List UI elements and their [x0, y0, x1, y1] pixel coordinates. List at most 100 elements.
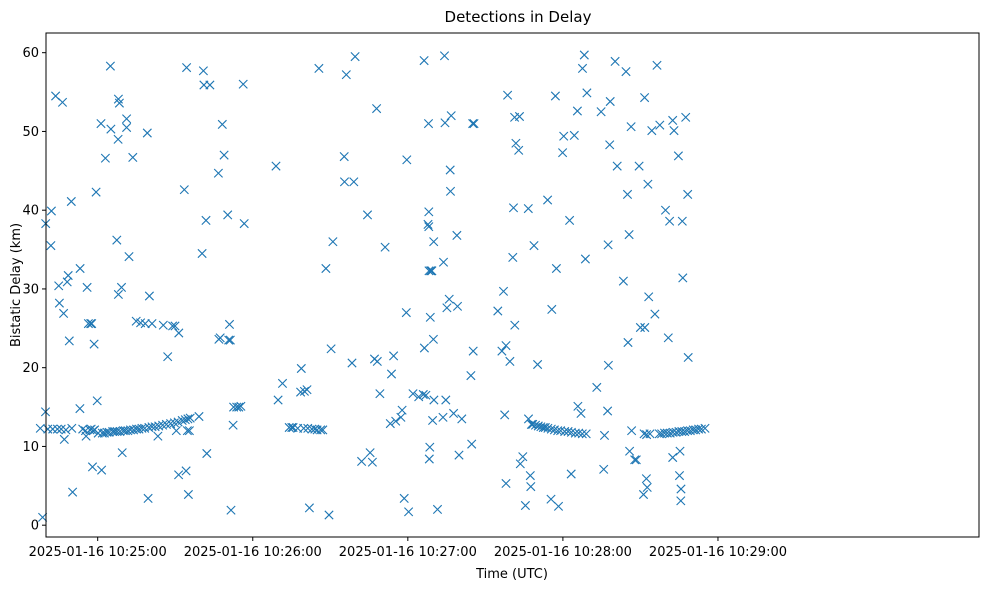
- detection-point: [418, 389, 428, 400]
- detection-point: [675, 446, 685, 456]
- detection-point: [158, 320, 168, 330]
- detection-point: [68, 487, 78, 497]
- detection-point: [432, 504, 443, 514]
- detection-point: [501, 341, 511, 351]
- detection-point: [525, 471, 535, 481]
- detection-point: [197, 248, 207, 259]
- detection-point: [108, 426, 118, 437]
- detection-point: [423, 219, 433, 229]
- detection-point: [467, 439, 477, 449]
- detection-point: [224, 335, 234, 345]
- detection-point: [429, 395, 439, 405]
- detection-point: [397, 405, 407, 415]
- y-tick-label: 10: [22, 440, 39, 455]
- detection-point: [277, 378, 288, 388]
- detection-point: [618, 276, 628, 286]
- detection-point: [63, 270, 73, 281]
- detection-point: [54, 298, 64, 308]
- detection-point: [599, 430, 610, 440]
- detection-point: [605, 140, 615, 150]
- detection-point: [553, 501, 564, 511]
- detection-point: [605, 96, 615, 107]
- detection-point: [154, 421, 164, 431]
- detection-point: [215, 333, 225, 343]
- detection-point: [452, 230, 462, 240]
- detection-point: [380, 242, 390, 252]
- detection-point: [194, 411, 204, 422]
- detection-point: [572, 106, 582, 116]
- detection-point: [696, 424, 706, 434]
- detection-point: [414, 392, 424, 402]
- detection-point: [520, 500, 530, 511]
- detection-point: [500, 410, 510, 420]
- detection-point: [647, 126, 657, 136]
- detection-point: [147, 319, 157, 329]
- detection-point: [61, 425, 71, 435]
- detection-point: [551, 263, 561, 274]
- detection-point: [452, 301, 463, 311]
- detection-point: [424, 266, 434, 276]
- detection-point: [668, 452, 678, 463]
- detection-point: [441, 395, 451, 405]
- detection-point: [503, 90, 513, 100]
- y-axis-title: Bistatic Delay (km): [9, 223, 24, 347]
- detection-point: [226, 505, 236, 515]
- detection-point: [419, 56, 429, 66]
- detection-point: [576, 408, 586, 418]
- detection-point: [566, 469, 576, 479]
- detection-point: [169, 418, 179, 428]
- detection-point: [367, 457, 377, 467]
- detection-point: [144, 291, 154, 301]
- detection-point: [328, 237, 338, 247]
- detection-point: [577, 63, 588, 73]
- x-tick-label: 2025-01-16 10:29:00: [649, 545, 787, 560]
- detection-point: [624, 230, 634, 240]
- detection-point: [81, 431, 91, 441]
- detection-point: [163, 352, 173, 362]
- detection-point: [592, 382, 602, 392]
- detection-point: [302, 385, 312, 395]
- detection-point: [603, 360, 613, 370]
- detection-point: [106, 124, 116, 134]
- detection-point: [223, 210, 233, 220]
- y-tick-label: 30: [22, 282, 39, 297]
- detection-point: [239, 219, 249, 229]
- detection-point: [581, 429, 591, 439]
- detection-point: [635, 322, 645, 333]
- detection-point: [559, 131, 569, 141]
- y-tick-label: 20: [22, 361, 39, 376]
- detection-point: [523, 204, 533, 214]
- detection-point: [318, 425, 328, 435]
- detection-point: [391, 416, 401, 426]
- detection-point: [558, 148, 568, 158]
- detection-point: [444, 294, 454, 304]
- detection-point: [660, 205, 671, 215]
- detection-point: [634, 161, 644, 171]
- detection-point: [92, 396, 102, 406]
- detection-point: [427, 266, 437, 276]
- detection-point: [510, 320, 520, 330]
- x-axis-ticks: 2025-01-16 10:25:00 2025-01-16 10:26:00 20…: [29, 537, 787, 560]
- detection-point: [389, 351, 399, 361]
- x-tick-label: 2025-01-16 10:26:00: [184, 545, 322, 560]
- detection-point: [424, 222, 434, 232]
- detection-point: [681, 112, 691, 122]
- detection-point: [425, 312, 435, 322]
- detection-point: [372, 356, 382, 366]
- detection-point: [683, 189, 693, 199]
- detection-point: [114, 98, 124, 108]
- detection-point: [180, 415, 190, 425]
- detection-point: [96, 119, 106, 129]
- detection-point: [124, 252, 134, 262]
- detection-point: [375, 389, 385, 399]
- detection-point: [627, 426, 637, 436]
- detection-point: [198, 66, 208, 76]
- detection-point: [350, 52, 360, 62]
- detection-point: [424, 207, 434, 217]
- detection-point: [401, 308, 411, 318]
- detection-point: [445, 186, 456, 196]
- detection-point: [349, 177, 359, 187]
- x-tick-label: 2025-01-16 10:25:00: [29, 545, 167, 560]
- detection-point: [574, 428, 584, 438]
